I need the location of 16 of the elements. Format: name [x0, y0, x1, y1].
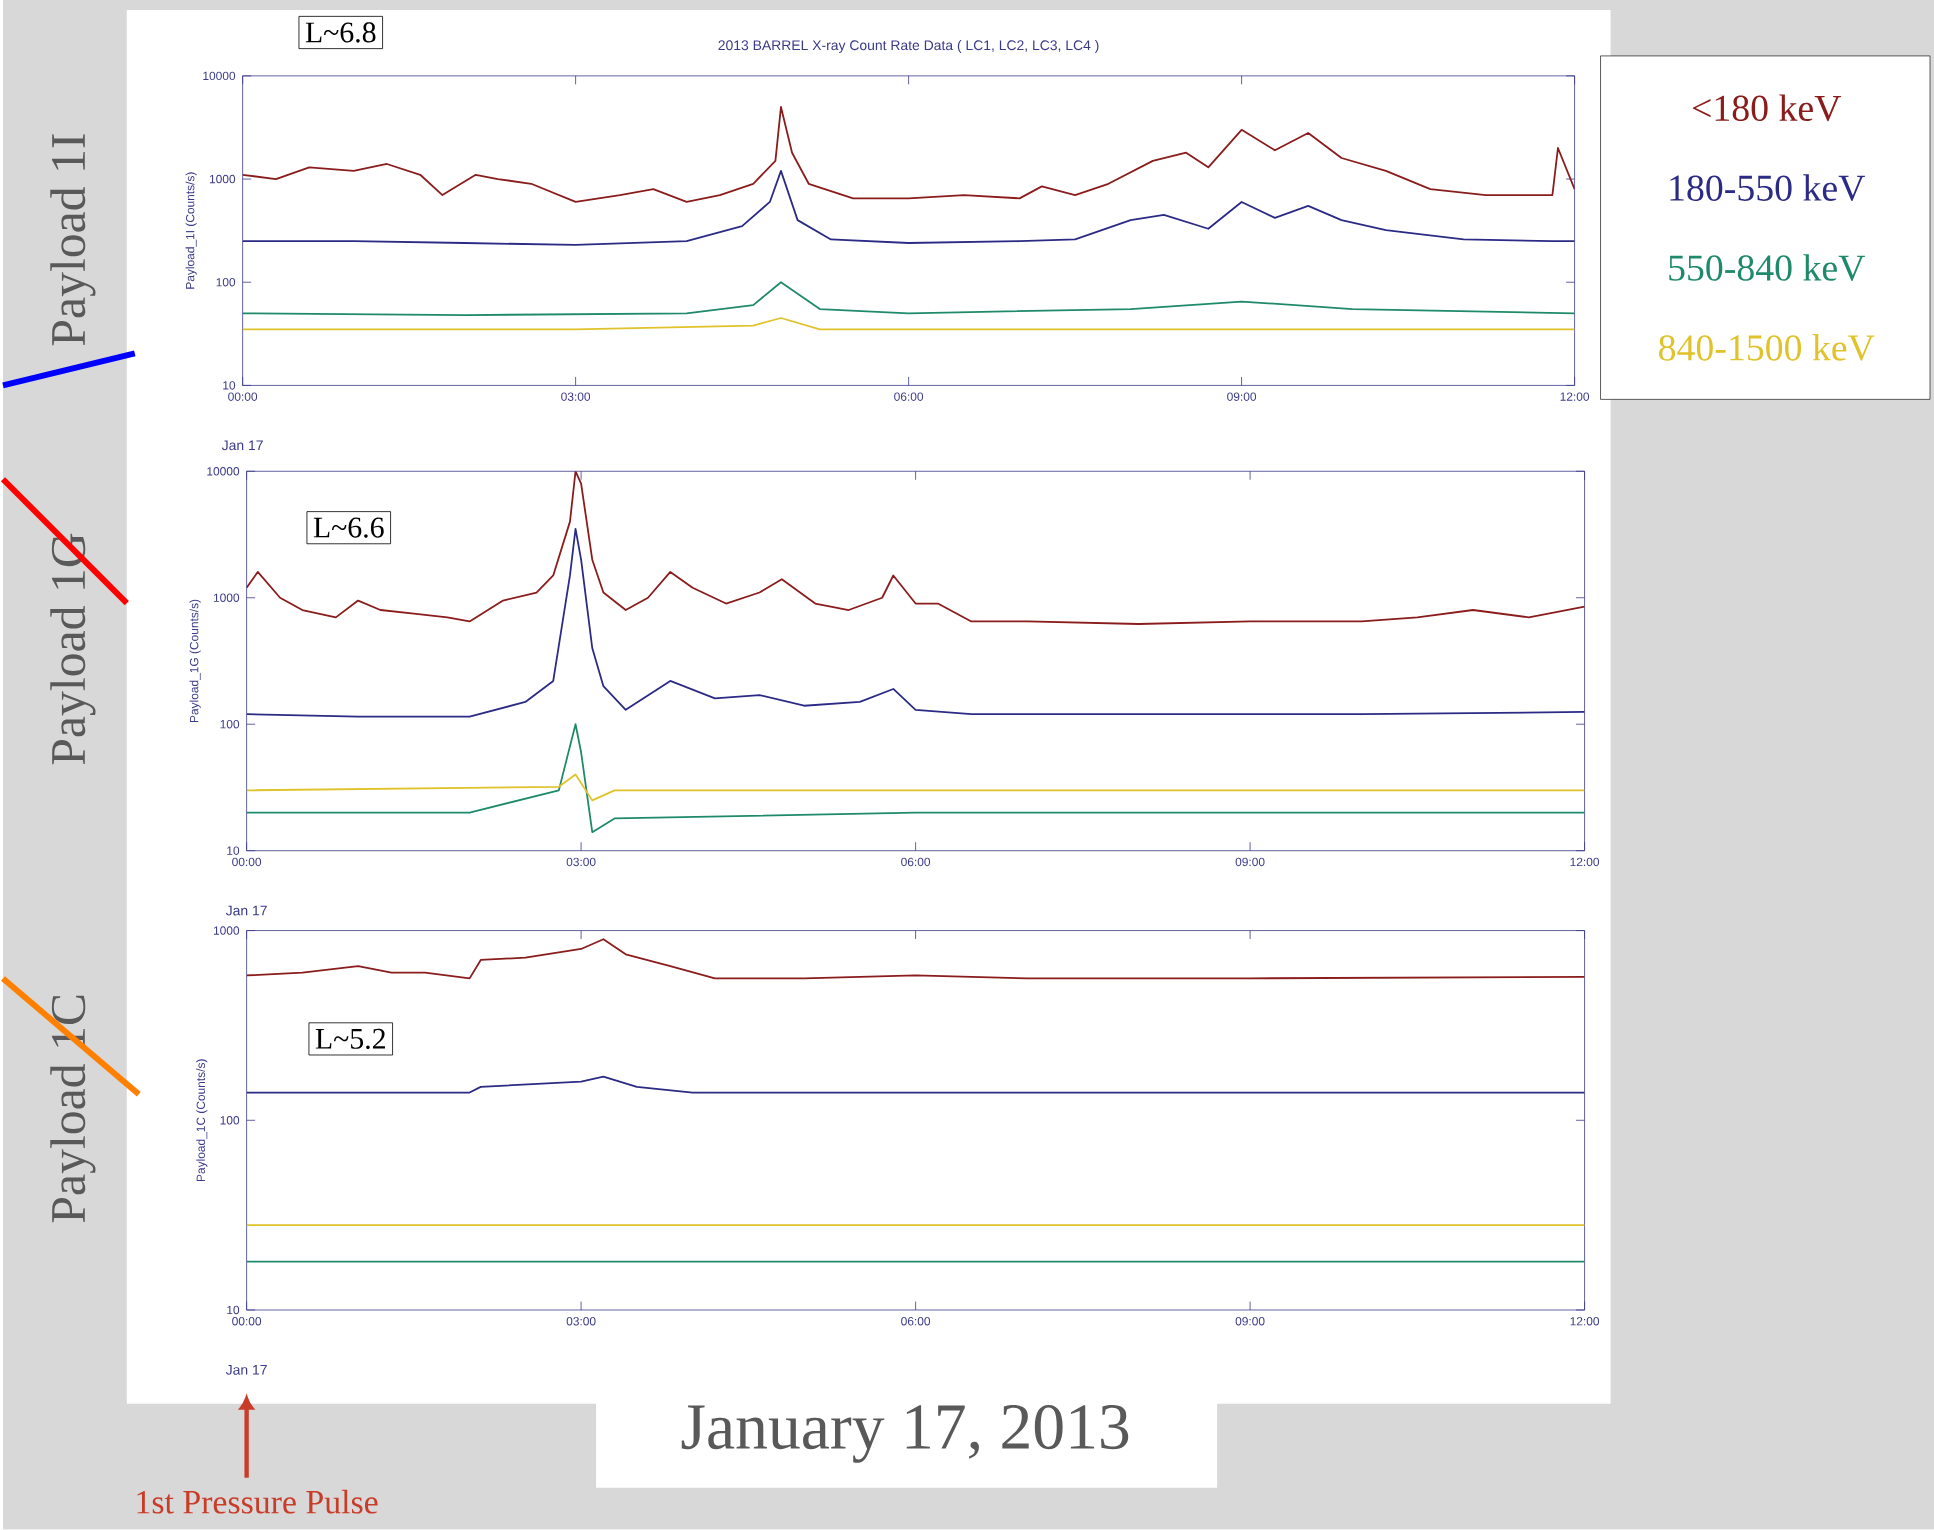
text: Payload 1G: [50, 534, 96, 765]
line-series: [246, 773, 1585, 802]
text: 550-840 keV: [1669, 254, 1866, 282]
text: January 17, 2013: [681, 1405, 1129, 1463]
text: 1st Pressure Pulse: [137, 1489, 378, 1514]
line-series: [246, 938, 1585, 980]
text: 840-1500 keV: [1659, 334, 1875, 362]
text: <180 keV: [1692, 94, 1842, 122]
annotation: L~5.2: [315, 1029, 385, 1050]
annotation: L~6.6: [313, 517, 384, 538]
text: 180-550 keV: [1670, 174, 1866, 202]
line-series: [242, 170, 1575, 246]
text: Payload 1I: [50, 134, 96, 346]
text: L~6.8: [305, 22, 376, 43]
line-series: [246, 471, 1585, 626]
line-series: [242, 281, 1575, 317]
